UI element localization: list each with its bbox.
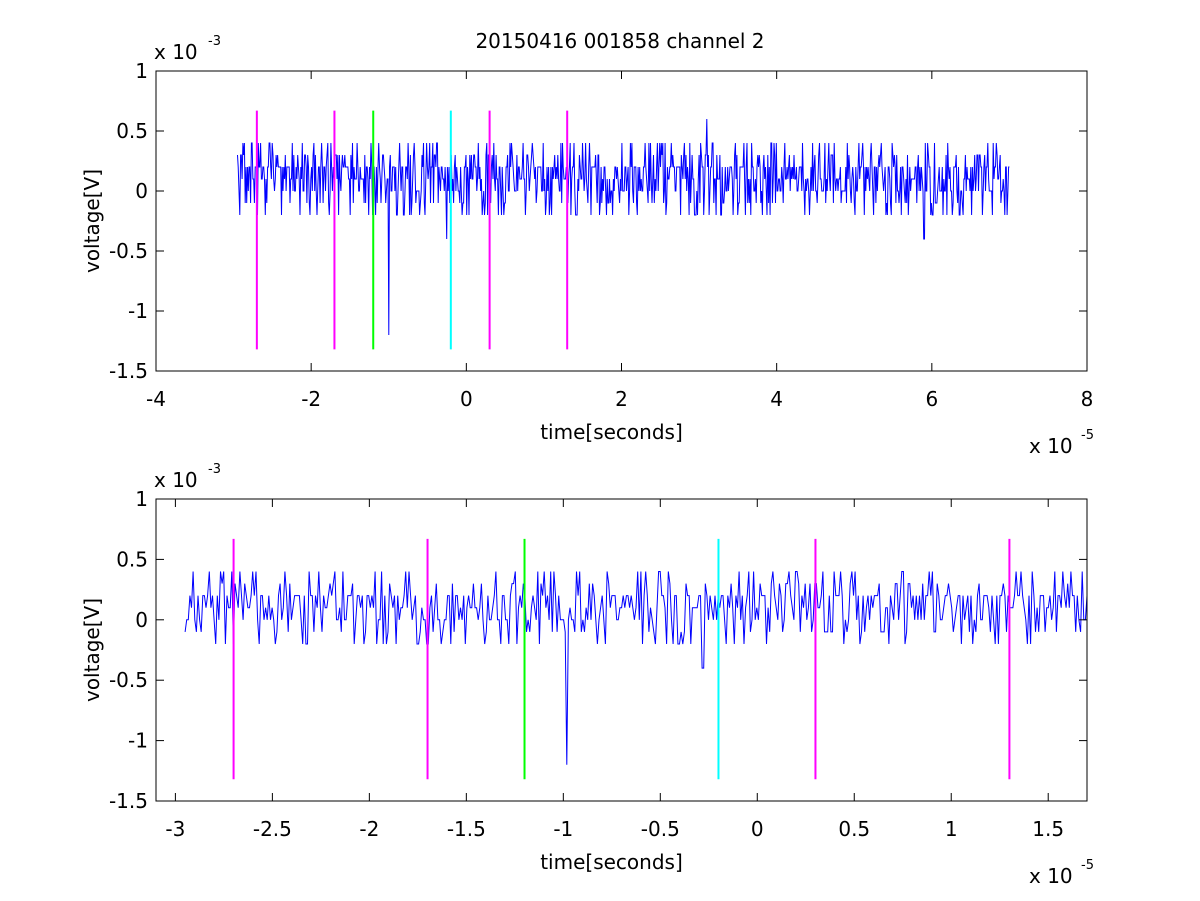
x-tick-label: 0.5 [838, 817, 870, 841]
x-tick-label: -1 [553, 817, 573, 841]
y-tick-label: 0 [135, 179, 148, 203]
x-tick-label: -2.5 [253, 817, 292, 841]
x-axis-label: time[seconds] [540, 850, 683, 874]
x-exponent-label: x 10 [1029, 434, 1073, 458]
x-tick-label: 1 [945, 817, 958, 841]
y-tick-label: 1 [135, 59, 148, 83]
y-tick-label: 1 [135, 487, 148, 511]
y-tick-label: 0.5 [116, 547, 148, 571]
chart-title: 20150416 001858 channel 2 [475, 29, 764, 53]
y-tick-label: -1 [128, 729, 148, 753]
y-tick-label: -0.5 [109, 239, 148, 263]
x-tick-label: 4 [770, 387, 783, 411]
x-tick-label: 6 [925, 387, 938, 411]
y-tick-label: -1.5 [109, 359, 148, 383]
x-exponent-power: -5 [1081, 428, 1094, 443]
top-axes: -4 -2 0 2 4 6 8 -1.5 -1 -0.5 0 0.5 1 time[seconds] vol… [80, 34, 1094, 458]
x-exponent-label: x 10 [1029, 864, 1073, 888]
y-exponent-power: -3 [208, 462, 221, 477]
y-tick-label: 0 [135, 608, 148, 632]
x-tick-label: -3 [165, 817, 185, 841]
y-axis-label: voltage[V] [80, 169, 104, 273]
axes-box [155, 498, 1088, 802]
y-axis-label: voltage[V] [80, 598, 104, 702]
y-exponent-label: x 10 [154, 40, 198, 64]
x-axis-label: time[seconds] [540, 420, 683, 444]
bottom-axes: -3 -2.5 -2 -1.5 -1 -0.5 0 0.5 1 1.5 -1.5 -1 -0.5 0 0.5… [80, 462, 1094, 888]
y-tick-label: -1 [128, 299, 148, 323]
y-exponent-label: x 10 [154, 468, 198, 492]
x-tick-label: 2 [615, 387, 628, 411]
y-tick-label: 0.5 [116, 119, 148, 143]
x-tick-label: 8 [1081, 387, 1094, 411]
axes-box [155, 70, 1088, 372]
x-tick-label: -4 [146, 387, 166, 411]
x-tick-label: -2 [359, 817, 379, 841]
x-exponent-power: -5 [1081, 858, 1094, 873]
y-exponent-power: -3 [208, 34, 221, 49]
x-tick-label: 0 [460, 387, 473, 411]
x-tick-label: 0 [751, 817, 764, 841]
signal-trace [237, 118, 1010, 336]
x-tick-label: -1.5 [447, 817, 486, 841]
x-tick-label: -2 [301, 387, 321, 411]
signal-trace [184, 571, 1088, 765]
x-tick-label: -0.5 [641, 817, 680, 841]
y-tick-label: -1.5 [109, 789, 148, 813]
y-tick-label: -0.5 [109, 668, 148, 692]
x-tick-label: 1.5 [1032, 817, 1064, 841]
